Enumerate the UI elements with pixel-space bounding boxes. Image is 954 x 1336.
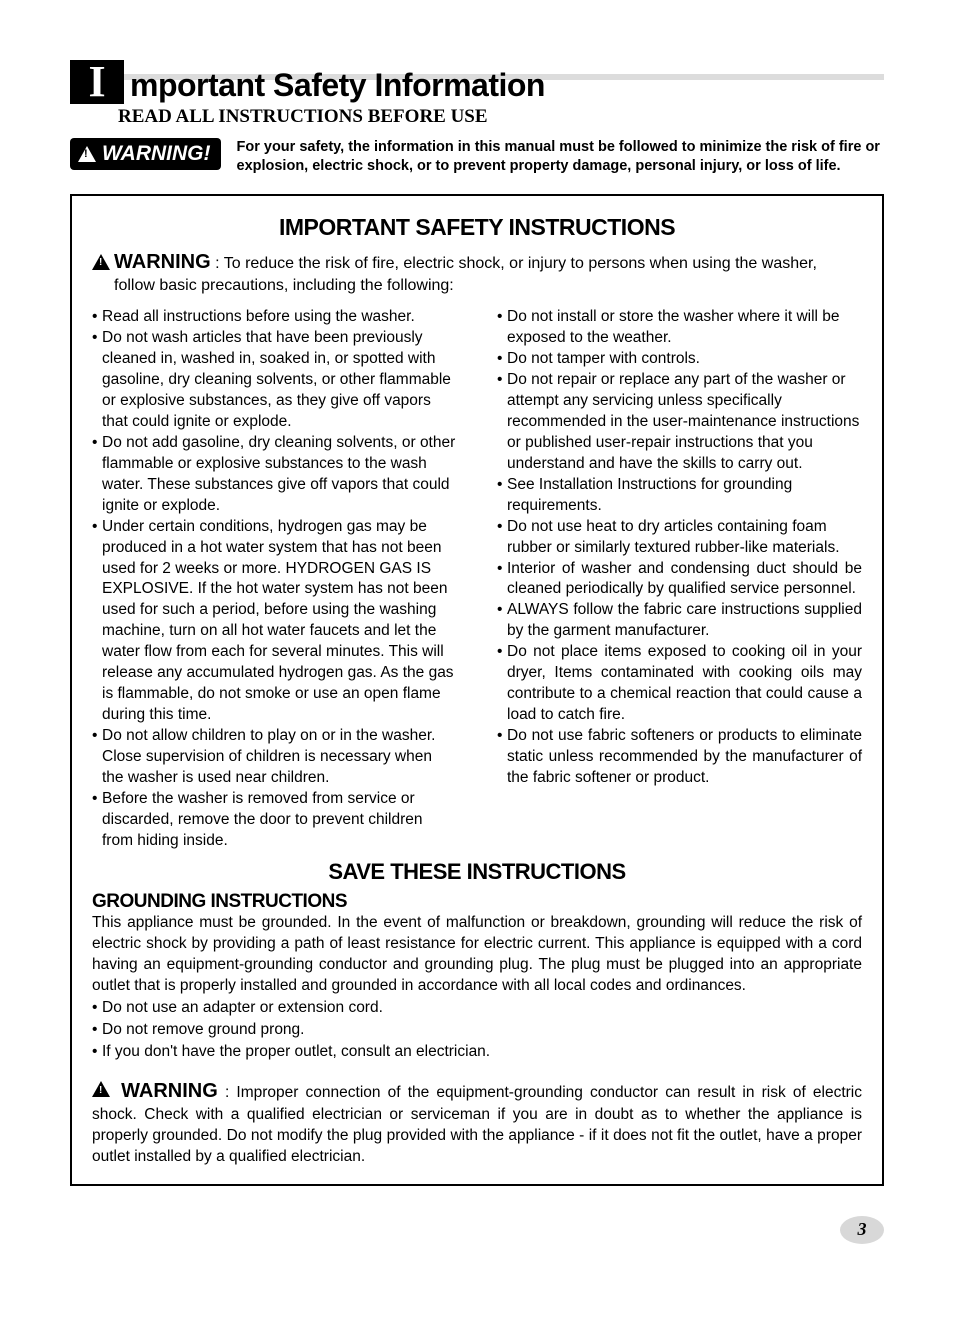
manual-page: I mportant Safety Information READ ALL I… xyxy=(0,0,954,1274)
list-item: •Do not allow children to play on or in … xyxy=(92,726,457,789)
left-column: •Read all instructions before using the … xyxy=(92,307,457,851)
right-column: •Do not install or store the washer wher… xyxy=(497,307,862,851)
page-number-wrap: 3 xyxy=(70,1216,884,1244)
save-title: SAVE THESE INSTRUCTIONS xyxy=(92,859,862,885)
bullet-text: Do not add gasoline, dry cleaning solven… xyxy=(102,433,457,517)
grounding-paragraph: This appliance must be grounded. In the … xyxy=(92,913,862,997)
list-item: •Do not place items exposed to cooking o… xyxy=(497,642,862,726)
bullet-text: Do not repair or replace any part of the… xyxy=(507,370,862,475)
bullet-text: Do not allow children to play on or in t… xyxy=(102,726,457,789)
bullet-text: Do not use heat to dry articles containi… xyxy=(507,517,862,559)
warning-word: WARNING xyxy=(121,1080,218,1102)
page-number: 3 xyxy=(840,1216,884,1244)
list-item: •Do not use heat to dry articles contain… xyxy=(497,517,862,559)
bullet-text: Do not use an adapter or extension cord. xyxy=(102,997,862,1019)
warning-icon xyxy=(78,146,96,162)
box-warning-row: WARNING : To reduce the risk of fire, el… xyxy=(92,251,862,298)
bullet-columns: •Read all instructions before using the … xyxy=(92,307,862,851)
grounding-title: GROUNDING INSTRUCTIONS xyxy=(92,891,862,913)
list-item: •See Installation Instructions for groun… xyxy=(497,475,862,517)
bullet-text: Do not tamper with controls. xyxy=(507,349,862,370)
bullet-text: Before the washer is removed from servic… xyxy=(102,789,457,852)
warning-badge: WARNING! xyxy=(70,138,221,170)
title-text: mportant Safety Information xyxy=(130,67,545,104)
list-item: •Do not install or store the washer wher… xyxy=(497,307,862,349)
list-item: •Do not remove ground prong. xyxy=(92,1019,862,1041)
main-box-title: IMPORTANT SAFETY INSTRUCTIONS xyxy=(92,214,862,241)
list-item: •ALWAYS follow the fabric care instructi… xyxy=(497,600,862,642)
bullet-text: Do not install or store the washer where… xyxy=(507,307,862,349)
list-item: •Do not repair or replace any part of th… xyxy=(497,370,862,475)
warning-row: WARNING! For your safety, the informatio… xyxy=(70,138,884,176)
warning-icon xyxy=(92,1081,110,1097)
warning-word: WARNING xyxy=(114,251,211,273)
bullet-text: Do not wash articles that have been prev… xyxy=(102,328,457,433)
bullet-text: If you don't have the proper outlet, con… xyxy=(102,1041,862,1063)
grounding-bullets: •Do not use an adapter or extension cord… xyxy=(92,997,862,1062)
subtitle: READ ALL INSTRUCTIONS BEFORE USE xyxy=(118,106,884,128)
list-item: •Do not use an adapter or extension cord… xyxy=(92,997,862,1019)
list-item: •Do not use fabric softeners or products… xyxy=(497,726,862,789)
list-item: •Under certain conditions, hydrogen gas … xyxy=(92,517,457,726)
list-item: •Do not tamper with controls. xyxy=(497,349,862,370)
title-row: I mportant Safety Information xyxy=(70,60,884,104)
warning-line: WARNING : To reduce the risk of fire, el… xyxy=(114,251,862,298)
warning-badge-text: WARNING! xyxy=(102,142,211,166)
warning-icon xyxy=(92,254,110,270)
list-item: •Interior of washer and condensing duct … xyxy=(497,559,862,601)
footer-warning: WARNING : Improper connection of the equ… xyxy=(92,1078,862,1168)
warning-intro-text: For your safety, the information in this… xyxy=(237,138,885,176)
bullet-text: ALWAYS follow the fabric care instructio… xyxy=(507,600,862,642)
list-item: •Do not add gasoline, dry cleaning solve… xyxy=(92,433,457,517)
main-box: IMPORTANT SAFETY INSTRUCTIONS WARNING : … xyxy=(70,194,884,1186)
title-initial: I xyxy=(70,60,124,104)
bullet-text: Read all instructions before using the w… xyxy=(102,307,457,328)
list-item: •If you don't have the proper outlet, co… xyxy=(92,1041,862,1063)
bullet-text: Interior of washer and condensing duct s… xyxy=(507,559,862,601)
bullet-text: Do not remove ground prong. xyxy=(102,1019,862,1041)
list-item: •Read all instructions before using the … xyxy=(92,307,457,328)
bullet-text: Do not use fabric softeners or products … xyxy=(507,726,862,789)
warning-continuation: : To reduce the risk of fire, electric s… xyxy=(114,255,817,294)
list-item: •Before the washer is removed from servi… xyxy=(92,789,457,852)
bullet-text: See Installation Instructions for ground… xyxy=(507,475,862,517)
bullet-text: Under certain conditions, hydrogen gas m… xyxy=(102,517,457,726)
list-item: •Do not wash articles that have been pre… xyxy=(92,328,457,433)
bullet-text: Do not place items exposed to cooking oi… xyxy=(507,642,862,726)
